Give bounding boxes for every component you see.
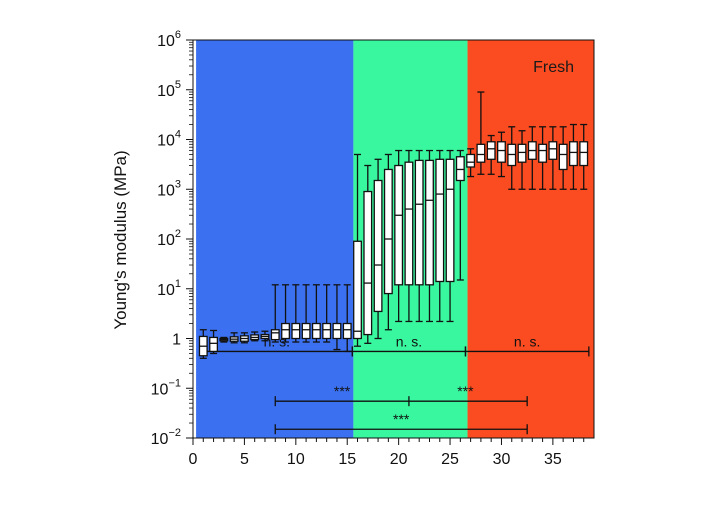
box-iqr (383, 168, 393, 295)
box-iqr (373, 179, 383, 313)
y-tick-exponent: −1 (168, 377, 181, 389)
region-1 (196, 40, 354, 438)
y-tick-base: 10 (157, 182, 175, 199)
box-iqr (301, 322, 311, 340)
box-iqr (486, 141, 496, 160)
box-iqr (435, 158, 445, 283)
y-tick-label: 10−1 (151, 377, 181, 398)
y-tick-base: 10 (157, 232, 175, 249)
box-iqr (394, 164, 404, 286)
box-iqr (579, 141, 589, 167)
y-tick-exponent: 1 (175, 278, 181, 290)
y-tick-base: 10 (157, 83, 175, 100)
box-iqr (414, 159, 424, 286)
y-tick-label: 1 (172, 332, 181, 349)
significance-label: n. s. (514, 333, 540, 349)
box-iqr (568, 141, 578, 167)
box-plots (198, 91, 589, 359)
box-iqr (311, 322, 321, 340)
box-iqr (548, 141, 558, 160)
box-iqr (363, 190, 373, 336)
box-iqr (425, 159, 434, 286)
y-tick-exponent: 3 (175, 178, 181, 190)
box-iqr (538, 143, 548, 163)
box-iqr (332, 322, 342, 340)
y-axis-title: Young's modulus (MPa) (111, 150, 130, 329)
y-tick-base: 10 (151, 431, 169, 448)
x-tick-label: 25 (441, 451, 459, 468)
box-iqr (497, 141, 506, 163)
y-tick-label: 105 (157, 79, 181, 100)
x-tick-label: 5 (240, 451, 249, 468)
x-tick-label: 15 (338, 451, 356, 468)
y-tick-label: 104 (157, 129, 181, 150)
y-tick-base: 10 (151, 381, 169, 398)
box-iqr (322, 322, 332, 340)
y-tick-exponent: 5 (175, 79, 181, 91)
box-iqr (558, 143, 568, 171)
y-tick-base: 10 (157, 133, 175, 150)
y-tick-base: 1 (172, 332, 181, 349)
box-iqr (455, 156, 465, 182)
x-tick-label: 20 (390, 451, 408, 468)
y-tick-label: 101 (157, 278, 181, 299)
y-tick-label: 10−2 (151, 427, 181, 448)
box-iqr (342, 322, 352, 340)
box-iqr (353, 240, 362, 340)
y-tick-base: 10 (157, 282, 175, 299)
box-iqr (445, 158, 455, 283)
x-tick-label: 0 (189, 451, 198, 468)
box-iqr (404, 161, 414, 286)
box-iqr (281, 322, 290, 340)
significance-label: *** (457, 383, 474, 399)
y-tick-exponent: −2 (168, 427, 181, 439)
box-iqr (517, 143, 527, 163)
box-iqr (270, 329, 280, 341)
x-tick-label: 10 (287, 451, 305, 468)
y-tick-label: 106 (157, 29, 181, 50)
significance-label: *** (334, 383, 351, 399)
y-tick-label: 102 (157, 228, 181, 249)
y-tick-base: 10 (157, 33, 175, 50)
significance-label: *** (393, 411, 410, 427)
x-axis: 0 5 10 15 20 25 30 35 (189, 438, 585, 468)
y-tick-exponent: 6 (175, 29, 181, 41)
region-label: Fresh (533, 59, 574, 76)
x-tick-label: 35 (544, 451, 562, 468)
region-3 (467, 40, 594, 438)
box-iqr (209, 336, 219, 353)
y-tick-exponent: 4 (175, 129, 181, 141)
y-tick-exponent: 2 (175, 228, 181, 240)
box-iqr (291, 322, 301, 340)
box-iqr (476, 143, 486, 163)
box-iqr (466, 153, 476, 168)
y-tick-label: 103 (157, 178, 181, 199)
significance-label: n. s. (396, 333, 422, 349)
x-tick-label: 30 (493, 451, 511, 468)
